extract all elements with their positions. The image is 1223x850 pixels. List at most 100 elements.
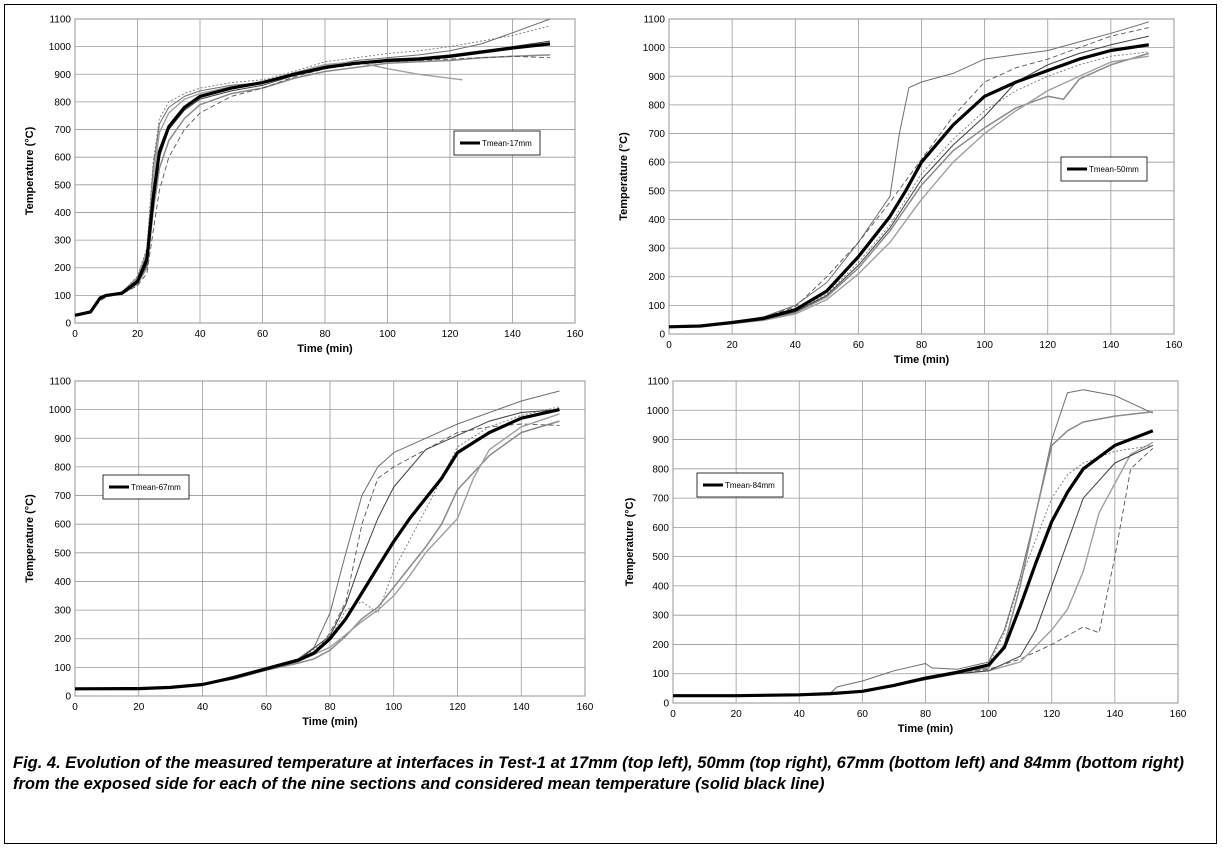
y-tick-label: 700 [652,494,669,505]
x-tick-label: 20 [133,702,145,713]
x-axis-title: Time (min) [898,723,954,735]
y-tick-label: 0 [659,330,665,341]
x-axis-title: Time (min) [297,343,353,355]
x-tick-label: 40 [790,340,802,351]
chart-50mm: 0 20 40 60 80 100 120 140 160 0 100 200 300 400 500 600… [618,15,1183,367]
y-tick-label: 700 [54,491,71,502]
y-tick-label: 700 [648,129,665,140]
section-series-5 [74,25,551,316]
gridlines [74,18,576,324]
y-tick-label: 900 [648,72,665,83]
x-tick-label: 40 [794,709,806,720]
x-tick-label: 120 [449,702,466,713]
x-tick-label: 20 [731,709,743,720]
y-tick-label: 300 [54,606,71,617]
y-tick-label: 800 [54,97,71,108]
x-tick-label: 100 [976,340,993,351]
y-tick-label: 0 [663,699,669,710]
y-tick-label: 500 [54,180,71,191]
y-tick-label: 1100 [49,377,71,388]
y-tick-label: 900 [54,70,71,81]
y-tick-label: 800 [648,100,665,111]
y-tick-label: 100 [652,669,669,680]
x-tick-label: 160 [1170,709,1187,720]
x-tick-label: 60 [257,329,269,340]
y-tick-label: 900 [652,435,669,446]
y-tick-label: 800 [652,464,669,475]
legend: Tmean-17mm [453,130,541,156]
y-tick-label: 400 [652,581,669,592]
figure: 0 20 40 60 80 100 120 140 160 0 100 200 300 400 500 600… [4,4,1217,844]
mean-series [673,429,1154,698]
section-series-3 [668,27,1149,328]
mean-series [668,43,1150,329]
y-tick-label: 600 [54,520,71,531]
y-tick-label: 1000 [49,42,72,53]
x-tick-label: 120 [1039,340,1056,351]
gridlines [668,18,1175,335]
x-tick-label: 160 [1166,340,1183,351]
x-tick-label: 140 [1107,709,1124,720]
x-tick-label: 60 [857,709,869,720]
y-tick-label: 800 [54,462,71,473]
x-tick-label: 80 [920,709,932,720]
y-tick-label: 100 [54,663,71,674]
x-tick-label: 0 [72,329,78,340]
mean-series [74,408,560,691]
x-tick-label: 140 [504,329,521,340]
x-tick-label: 140 [1103,340,1120,351]
y-tick-label: 700 [54,125,71,136]
x-tick-label: 120 [442,329,459,340]
chart-84mm: 0 20 40 60 80 100 120 140 160 0 100 200 300 400 500 600… [624,377,1187,736]
legend-label: Tmean-67mm [131,483,181,492]
x-tick-label: 20 [132,329,144,340]
y-tick-label: 600 [652,523,669,534]
x-tick-label: 0 [72,702,78,713]
y-tick-label: 1000 [643,43,666,54]
x-tick-label: 100 [379,329,396,340]
y-tick-label: 600 [648,158,665,169]
y-tick-label: 100 [54,291,71,302]
legend: Tmean-84mm [696,472,784,498]
y-tick-label: 1000 [49,405,72,416]
y-tick-label: 1000 [647,406,670,417]
y-tick-label: 1100 [49,15,71,26]
y-tick-label: 500 [652,552,669,563]
figure-caption: Fig. 4. Evolution of the measured temper… [13,754,1185,793]
y-tick-label: 500 [54,548,71,559]
y-tick-label: 200 [652,640,669,651]
legend-label: Tmean-50mm [1089,165,1139,174]
legend-label: Tmean-84mm [725,481,775,490]
y-tick-label: 1100 [643,15,665,26]
x-tick-label: 160 [567,329,584,340]
y-tick-label: 400 [648,215,665,226]
y-tick-label: 200 [54,263,71,274]
x-axis-title: Time (min) [302,716,358,728]
x-tick-label: 20 [727,340,739,351]
y-tick-label: 100 [648,301,665,312]
y-tick-label: 400 [54,577,71,588]
x-tick-label: 0 [670,709,676,720]
gridlines [672,380,1179,704]
gridlines [74,380,586,697]
y-tick-label: 400 [54,208,71,219]
y-tick-label: 300 [652,611,669,622]
y-tick-label: 500 [648,186,665,197]
y-tick-label: 300 [54,236,71,247]
y-tick-label: 0 [65,319,71,330]
y-axis-title: Temperature (°C) [624,497,636,586]
y-tick-label: 200 [54,634,71,645]
x-tick-label: 140 [513,702,530,713]
y-axis-title: Temperature (°C) [24,494,36,583]
y-tick-label: 300 [648,244,665,255]
x-tick-label: 80 [916,340,928,351]
x-tick-label: 80 [319,329,331,340]
x-tick-label: 0 [666,340,672,351]
chart-67mm: 0 20 40 60 80 100 120 140 160 0 100 200 300 400 500 600… [24,377,594,729]
x-tick-label: 160 [577,702,594,713]
chart-17mm: 0 20 40 60 80 100 120 140 160 0 100 200 300 400 500 600… [24,15,584,356]
y-tick-label: 600 [54,153,71,164]
legend: Tmean-50mm [1060,156,1148,182]
mean-series [74,42,551,317]
x-tick-label: 60 [261,702,273,713]
